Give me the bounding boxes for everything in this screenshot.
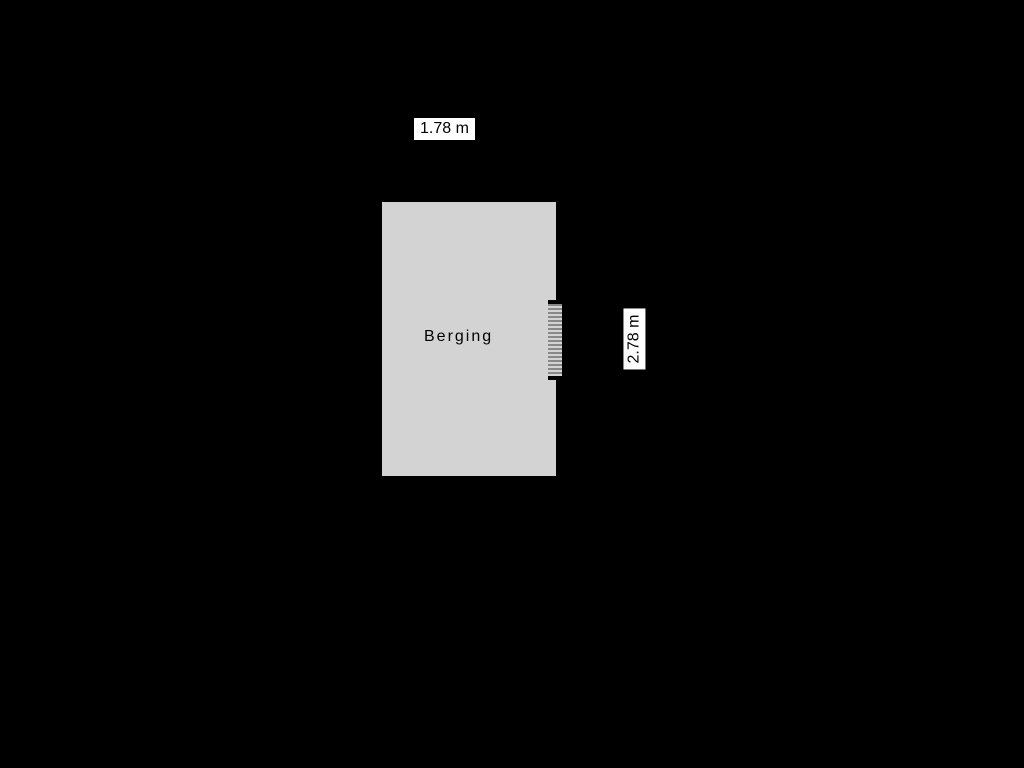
room-label: Berging [424,328,493,346]
dimension-height-label: 2.78 m [623,309,645,370]
door-stripes [548,304,562,376]
dimension-width-label: 1.78 m [414,118,475,140]
door-bottom-bar [548,376,566,380]
door-feature [548,300,566,380]
